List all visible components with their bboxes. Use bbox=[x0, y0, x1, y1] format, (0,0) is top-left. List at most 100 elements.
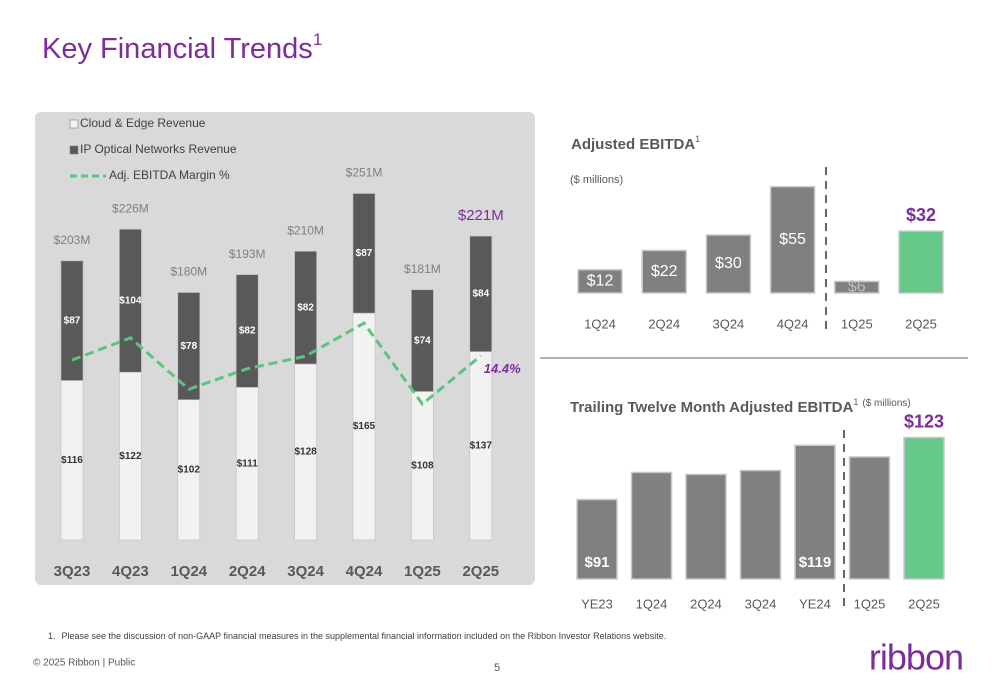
margin-label: 14.4% bbox=[484, 361, 521, 376]
chart-subtitle: ($ millions) bbox=[570, 174, 623, 186]
footnote-group: 1. Please see the discussion of non-GAAP … bbox=[48, 631, 666, 641]
x-tick-label: 1Q25 bbox=[841, 316, 873, 331]
x-tick-label: 3Q24 bbox=[712, 316, 744, 331]
bar bbox=[641, 249, 687, 294]
segment-label: $104 bbox=[119, 295, 142, 306]
bar-segment bbox=[119, 228, 142, 373]
bar-segment bbox=[60, 260, 84, 381]
x-tick-label: 3Q24 bbox=[287, 563, 324, 580]
x-tick-label: 1Q24 bbox=[636, 596, 668, 611]
slide-title: Key Financial Trends bbox=[42, 33, 313, 65]
legend-label: Adj. EBITDA Margin % bbox=[109, 168, 230, 182]
legend-label: IP Optical Networks Revenue bbox=[80, 142, 237, 156]
bar bbox=[576, 498, 618, 580]
segment-label: $78 bbox=[180, 341, 197, 352]
x-tick-label: YE24 bbox=[799, 596, 831, 611]
value-label: $123 bbox=[904, 411, 944, 431]
slide-title-group: Key Financial Trends1 bbox=[42, 30, 322, 64]
segment-label: $87 bbox=[64, 315, 81, 326]
bar bbox=[794, 444, 836, 580]
logo: ribbon bbox=[869, 637, 963, 678]
segment-label: $111 bbox=[237, 458, 259, 469]
value-label: $32 bbox=[906, 205, 936, 225]
chart-title: Adjusted EBITDA bbox=[571, 136, 695, 153]
total-label: $193M bbox=[229, 247, 266, 261]
chart-subtitle: ($ millions) bbox=[862, 398, 910, 409]
x-tick-label: 3Q23 bbox=[54, 563, 91, 580]
segment-label: $128 bbox=[294, 447, 317, 458]
chart-title-group: Trailing Twelve Month Adjusted EBITDA1 ($… bbox=[570, 397, 911, 416]
bar bbox=[769, 185, 816, 294]
x-tick-label: 1Q25 bbox=[854, 596, 886, 611]
title-superscript: 1 bbox=[853, 397, 858, 407]
bar bbox=[685, 473, 727, 580]
x-tick-label: 4Q24 bbox=[346, 563, 383, 580]
bar-segment bbox=[469, 235, 493, 352]
bar-segment bbox=[352, 193, 376, 314]
segment-label: $82 bbox=[297, 302, 314, 313]
x-tick-label: 2Q24 bbox=[229, 563, 266, 580]
value-label: $119 bbox=[799, 554, 832, 571]
bar-segment bbox=[411, 289, 434, 392]
legend-swatch bbox=[69, 119, 79, 129]
total-label: $180M bbox=[170, 265, 207, 279]
copyright: © 2025 Ribbon | Public bbox=[33, 658, 135, 669]
segment-label: $137 bbox=[470, 440, 493, 451]
title-superscript: 1 bbox=[313, 30, 322, 49]
value-label: $12 bbox=[587, 273, 614, 290]
footnote-number: 1. bbox=[48, 631, 56, 641]
bar-segment bbox=[177, 292, 201, 401]
segment-label: $74 bbox=[414, 335, 431, 346]
total-label: $210M bbox=[287, 223, 324, 237]
chart-panel bbox=[35, 112, 535, 585]
chart-title-group: Adjusted EBITDA1 bbox=[571, 134, 700, 153]
total-label: $221M bbox=[458, 207, 504, 224]
title-superscript: 1 bbox=[695, 134, 700, 144]
total-label: $181M bbox=[404, 262, 441, 276]
bar bbox=[705, 234, 752, 294]
bar bbox=[630, 471, 673, 580]
segment-label: $102 bbox=[178, 465, 201, 476]
x-tick-label: 1Q24 bbox=[584, 316, 616, 331]
total-label: $226M bbox=[112, 201, 149, 215]
bar bbox=[848, 456, 891, 580]
value-label: $22 bbox=[651, 263, 678, 280]
total-label: $251M bbox=[346, 166, 383, 180]
segment-label: $108 bbox=[411, 460, 434, 471]
value-label: $91 bbox=[584, 554, 609, 571]
x-tick-label: 1Q25 bbox=[404, 563, 441, 580]
segment-label: $116 bbox=[61, 455, 83, 466]
x-tick-label: 1Q24 bbox=[170, 563, 207, 580]
x-tick-label: 3Q24 bbox=[745, 596, 777, 611]
bar bbox=[577, 269, 623, 294]
bar bbox=[898, 230, 944, 294]
legend-label: Cloud & Edge Revenue bbox=[80, 116, 206, 130]
margin-line bbox=[71, 321, 482, 407]
segment-label: $165 bbox=[353, 421, 376, 432]
bar bbox=[739, 469, 782, 580]
segment-label: $122 bbox=[119, 451, 142, 462]
x-tick-label: 4Q24 bbox=[777, 316, 809, 331]
segment-label: $84 bbox=[472, 289, 489, 300]
x-tick-label: 2Q24 bbox=[690, 596, 722, 611]
total-label: $203M bbox=[54, 233, 91, 247]
value-label: $55 bbox=[779, 231, 806, 248]
segment-label: $87 bbox=[356, 248, 373, 259]
x-tick-label: 2Q25 bbox=[462, 563, 499, 580]
value-label: $6 bbox=[848, 278, 866, 295]
segment-label: $82 bbox=[239, 326, 256, 337]
x-tick-label: 2Q25 bbox=[905, 316, 937, 331]
page-number: 5 bbox=[494, 662, 500, 674]
bar bbox=[903, 436, 945, 580]
x-tick-label: YE23 bbox=[581, 596, 613, 611]
chart-title: Trailing Twelve Month Adjusted EBITDA bbox=[570, 399, 854, 416]
bar bbox=[834, 280, 880, 294]
bar-segment bbox=[235, 274, 259, 388]
x-tick-label: 4Q23 bbox=[112, 563, 149, 580]
legend-swatch bbox=[69, 145, 79, 155]
footnote: Please see the discussion of non-GAAP fi… bbox=[62, 631, 667, 641]
bar-segment bbox=[294, 250, 317, 365]
x-tick-label: 2Q24 bbox=[648, 316, 680, 331]
value-label: $30 bbox=[715, 255, 742, 272]
